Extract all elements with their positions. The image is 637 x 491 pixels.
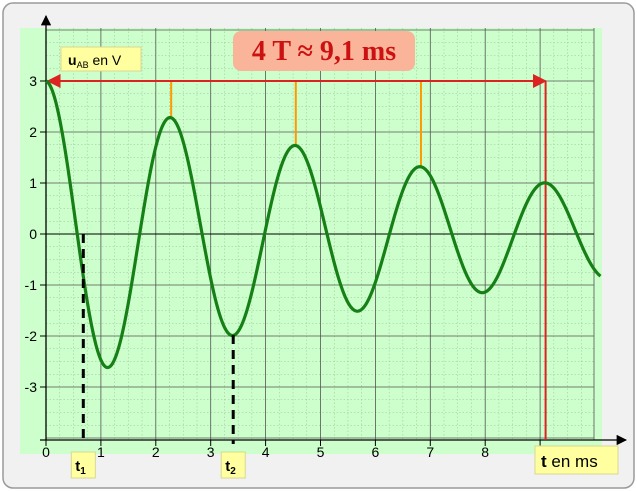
svg-text:uAB en V: uAB en V — [68, 52, 122, 70]
ylabel-rest: en V — [89, 52, 122, 68]
x-axis-label: t en ms — [534, 445, 619, 475]
y-tick-label: -1 — [25, 277, 38, 293]
x-tick-label: 7 — [426, 444, 434, 460]
y-tick-label: 1 — [29, 175, 37, 191]
x-tick-label: 8 — [481, 444, 489, 460]
x-tick-label: 4 — [262, 444, 270, 460]
marker-label: t2 — [225, 458, 236, 477]
marker-label: t1 — [75, 458, 86, 477]
x-tick-label: 2 — [152, 444, 160, 460]
xlabel-rest: en ms — [547, 452, 598, 471]
x-tick-label: 3 — [207, 444, 215, 460]
xlabel-main: t — [541, 452, 547, 471]
plot-area — [20, 28, 602, 454]
y-tick-label: 2 — [29, 124, 37, 140]
y-axis-label: uAB en V — [60, 46, 142, 72]
svg-text:t en ms: t en ms — [541, 452, 598, 471]
marker-label-box — [220, 451, 246, 479]
y-tick-label: 0 — [29, 226, 37, 242]
y-tick-label: -2 — [25, 328, 38, 344]
markers: t1 t2 — [70, 234, 246, 479]
annotation-text: 4 T ≈ 9,1 ms — [252, 36, 396, 67]
y-tick-label: 3 — [29, 73, 37, 89]
y-ticks: 3 2 1 0 -1 -2 -3 — [25, 73, 46, 395]
x-tick-label: 0 — [42, 444, 50, 460]
x-tick-label: 6 — [372, 444, 380, 460]
y-tick-label: -3 — [25, 379, 38, 395]
series-line — [45, 79, 602, 370]
marker-label-box — [70, 451, 96, 479]
ylabel-sub: AB — [77, 60, 89, 70]
ylabel-main: u — [68, 52, 77, 68]
x-tick-label: 1 — [97, 444, 105, 460]
period-annotation: 4 T ≈ 9,1 ms — [233, 31, 415, 71]
x-tick-label: 5 — [317, 444, 325, 460]
grid-minor — [46, 28, 594, 440]
